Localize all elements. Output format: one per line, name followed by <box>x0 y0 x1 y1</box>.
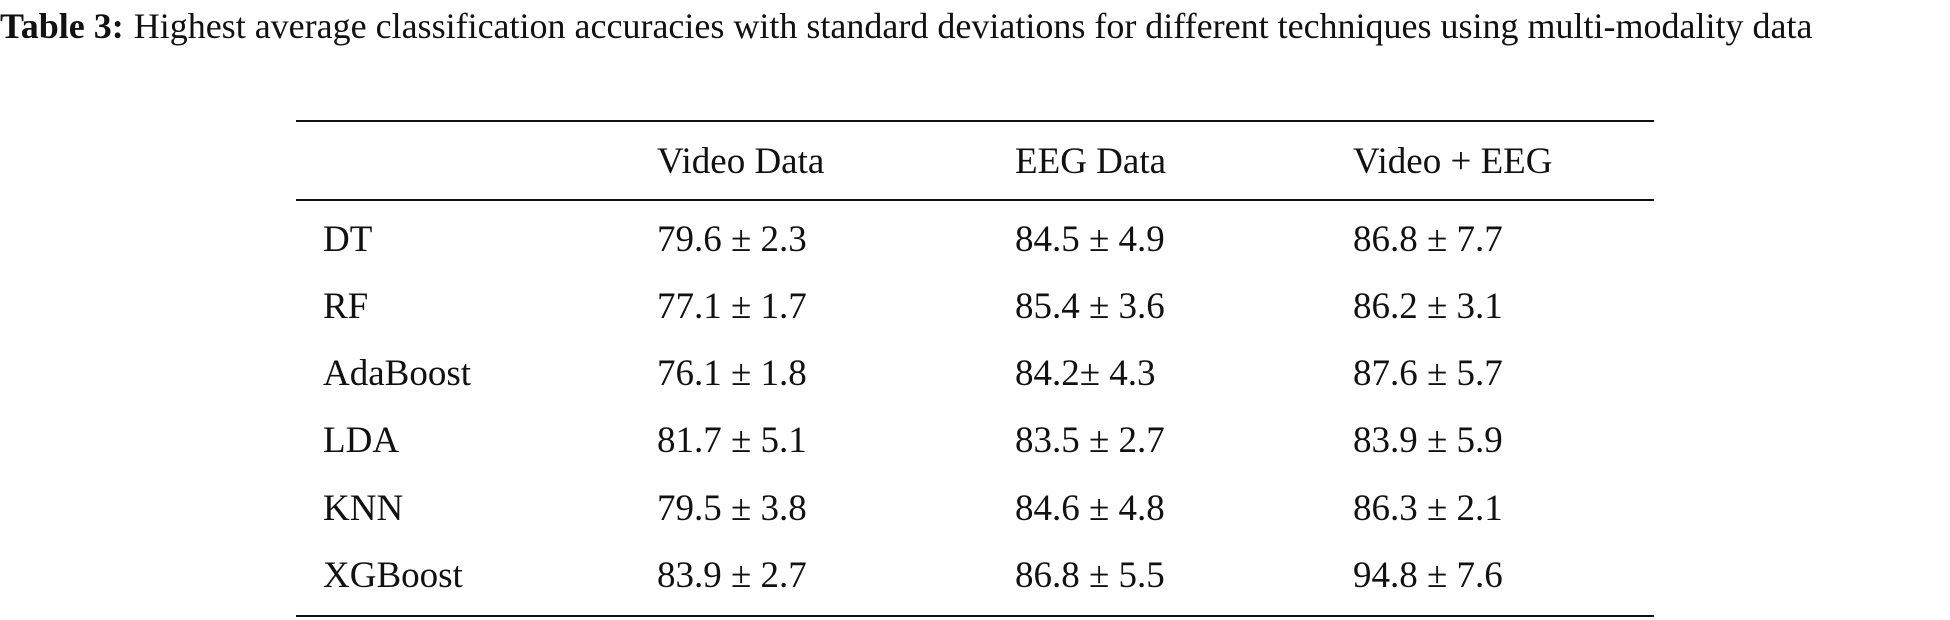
table-cell: 86.8 ± 5.5 <box>1015 555 1165 596</box>
row-label: AdaBoost <box>323 353 471 394</box>
table-cell: 79.5 ± 3.8 <box>657 488 807 529</box>
header-rule <box>296 199 1654 201</box>
top-rule <box>296 120 1654 122</box>
row-label: XGBoost <box>323 555 463 596</box>
row-label: DT <box>323 219 373 260</box>
table-cell: 87.6 ± 5.7 <box>1353 353 1503 394</box>
column-header: EEG Data <box>1015 141 1167 182</box>
table-cell: 84.5 ± 4.9 <box>1015 219 1165 260</box>
caption-text: Highest average classification accuracie… <box>133 6 1813 46</box>
row-label: KNN <box>323 488 404 529</box>
table-cell: 86.3 ± 2.1 <box>1353 488 1503 529</box>
table-cell: 77.1 ± 1.7 <box>657 286 807 327</box>
table-cell: 86.2 ± 3.1 <box>1353 286 1503 327</box>
bottom-rule <box>296 615 1654 617</box>
table-cell: 86.8 ± 7.7 <box>1353 219 1503 260</box>
table-cell: 79.6 ± 2.3 <box>657 219 807 260</box>
table-cell: 84.6 ± 4.8 <box>1015 488 1165 529</box>
row-label: RF <box>323 286 369 327</box>
column-header: Video + EEG <box>1353 141 1553 182</box>
table-cell: 81.7 ± 5.1 <box>657 420 807 461</box>
caption-label: Table 3: <box>0 6 124 46</box>
table-cell: 76.1 ± 1.8 <box>657 353 807 394</box>
table-cell: 83.9 ± 2.7 <box>657 555 807 596</box>
table-cell: 85.4 ± 3.6 <box>1015 286 1165 327</box>
table-cell: 83.9 ± 5.9 <box>1353 420 1503 461</box>
column-header: Video Data <box>657 141 825 182</box>
row-label: LDA <box>323 420 400 461</box>
caption: Table 3: Highest average classification a… <box>0 4 1950 49</box>
table-cell: 84.2± 4.3 <box>1015 353 1156 394</box>
table-cell: 94.8 ± 7.6 <box>1353 555 1503 596</box>
table-cell: 83.5 ± 2.7 <box>1015 420 1165 461</box>
